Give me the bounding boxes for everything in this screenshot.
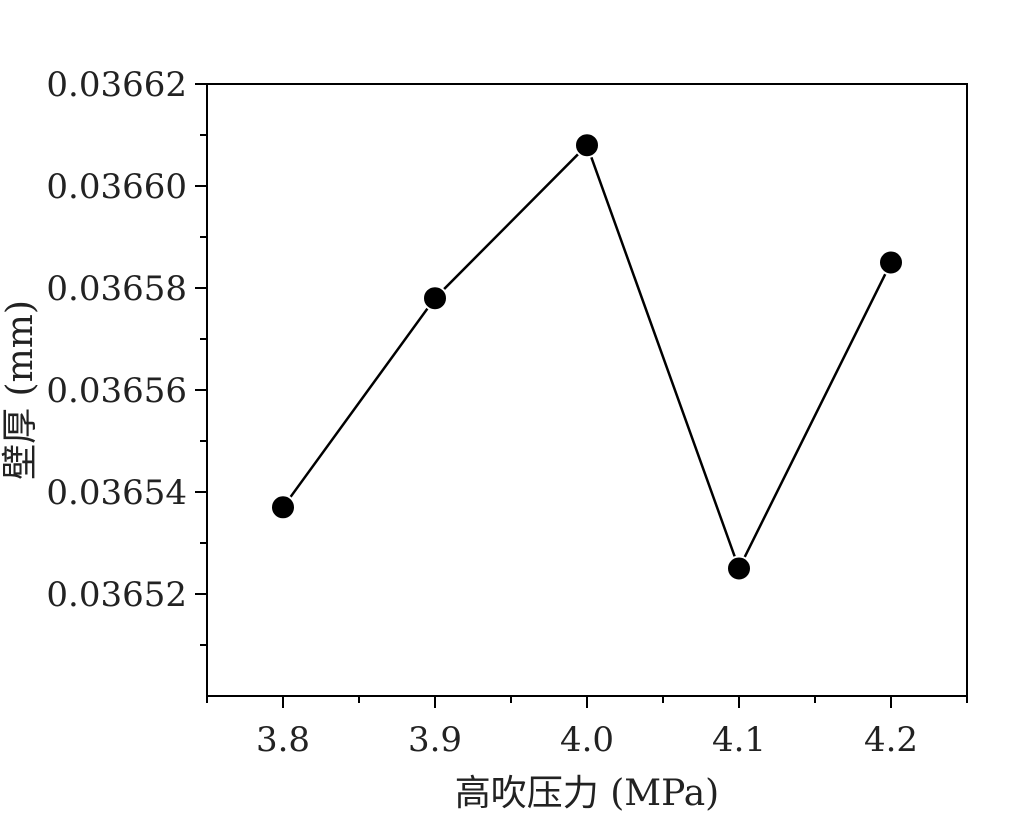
x-tick-label: 3.8 xyxy=(256,720,310,760)
data-point xyxy=(878,249,904,276)
series-line xyxy=(281,142,893,572)
x-axis-title: 高吹压力 (MPa) xyxy=(455,773,719,814)
data-points xyxy=(270,132,904,582)
y-tick-label: 0.03662 xyxy=(46,65,187,105)
x-axis: 3.8 3.9 4.0 4.1 4.2 xyxy=(206,696,968,760)
y-tick-label: 0.03654 xyxy=(46,473,187,513)
data-point xyxy=(422,285,448,312)
y-axis: 0.03652 0.03654 0.03656 0.03658 0.03660 0.036… xyxy=(46,65,207,646)
x-tick-label: 4.1 xyxy=(712,720,766,760)
data-point xyxy=(574,132,600,159)
y-tick-label: 0.03658 xyxy=(46,269,187,309)
y-tick-label: 0.03660 xyxy=(46,167,187,207)
data-point xyxy=(726,555,752,582)
y-tick-label: 0.03652 xyxy=(46,575,187,615)
x-tick-label: 4.0 xyxy=(560,720,614,760)
x-tick-label: 3.9 xyxy=(408,720,462,760)
plot-frame xyxy=(206,83,968,697)
y-axis-title: 壁厚 (mm) xyxy=(0,300,41,480)
y-tick-label: 0.03656 xyxy=(46,371,187,411)
data-point xyxy=(270,494,296,521)
x-tick-label: 4.2 xyxy=(864,720,918,760)
